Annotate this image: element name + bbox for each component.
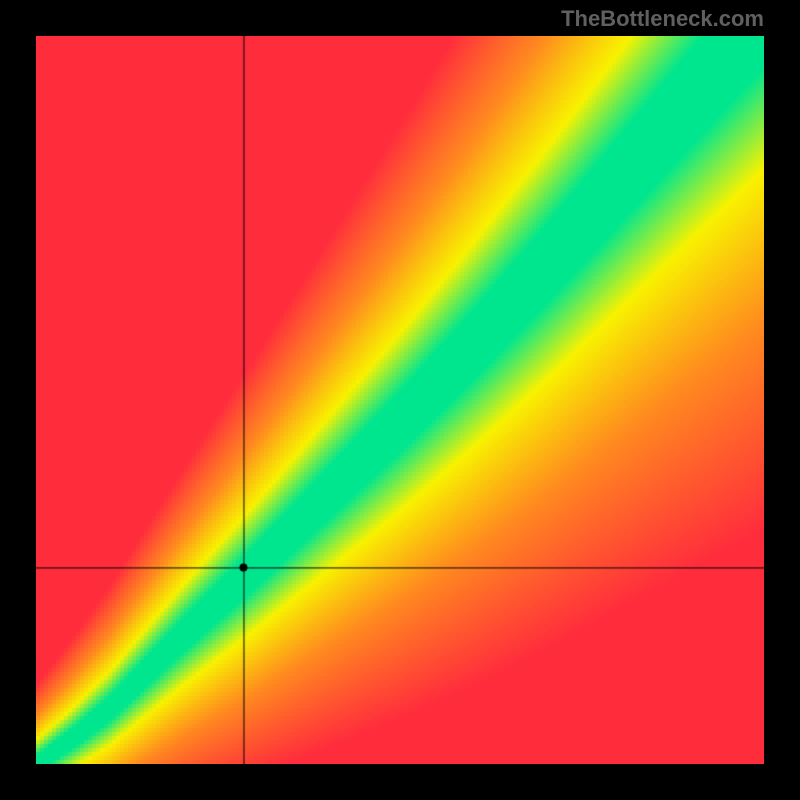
- plot-area: [36, 36, 764, 764]
- bottleneck-heatmap: [36, 36, 764, 764]
- watermark-text: TheBottleneck.com: [561, 6, 764, 32]
- chart-frame: TheBottleneck.com: [0, 0, 800, 800]
